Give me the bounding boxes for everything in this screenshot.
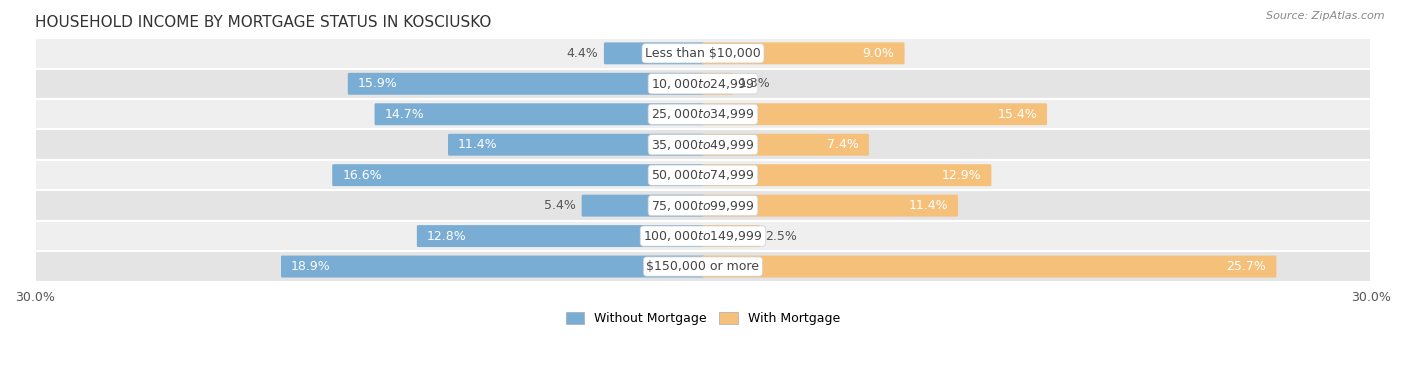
Text: Less than $10,000: Less than $10,000 <box>645 47 761 60</box>
Text: 2.5%: 2.5% <box>765 230 797 242</box>
Text: 14.7%: 14.7% <box>385 108 425 121</box>
FancyBboxPatch shape <box>702 195 957 217</box>
Text: 11.4%: 11.4% <box>908 199 948 212</box>
Text: 16.6%: 16.6% <box>342 169 382 182</box>
FancyBboxPatch shape <box>605 42 704 64</box>
FancyBboxPatch shape <box>347 73 704 95</box>
FancyBboxPatch shape <box>35 69 1371 99</box>
FancyBboxPatch shape <box>416 225 704 247</box>
FancyBboxPatch shape <box>702 103 1047 125</box>
Text: $50,000 to $74,999: $50,000 to $74,999 <box>651 168 755 182</box>
FancyBboxPatch shape <box>582 195 704 217</box>
Text: $150,000 or more: $150,000 or more <box>647 260 759 273</box>
FancyBboxPatch shape <box>702 134 869 156</box>
FancyBboxPatch shape <box>702 256 1277 277</box>
FancyBboxPatch shape <box>702 42 904 64</box>
FancyBboxPatch shape <box>35 160 1371 190</box>
Text: $25,000 to $34,999: $25,000 to $34,999 <box>651 107 755 121</box>
Text: 15.4%: 15.4% <box>997 108 1038 121</box>
FancyBboxPatch shape <box>702 73 733 95</box>
Text: 15.9%: 15.9% <box>359 77 398 90</box>
Text: 7.4%: 7.4% <box>827 138 859 151</box>
FancyBboxPatch shape <box>35 99 1371 129</box>
Text: $35,000 to $49,999: $35,000 to $49,999 <box>651 138 755 152</box>
Text: 12.8%: 12.8% <box>427 230 467 242</box>
FancyBboxPatch shape <box>35 38 1371 69</box>
Text: $10,000 to $24,999: $10,000 to $24,999 <box>651 77 755 91</box>
Text: 1.3%: 1.3% <box>738 77 770 90</box>
FancyBboxPatch shape <box>35 221 1371 251</box>
FancyBboxPatch shape <box>702 164 991 186</box>
Text: $100,000 to $149,999: $100,000 to $149,999 <box>644 229 762 243</box>
Text: 11.4%: 11.4% <box>458 138 498 151</box>
Legend: Without Mortgage, With Mortgage: Without Mortgage, With Mortgage <box>562 309 844 329</box>
FancyBboxPatch shape <box>281 256 704 277</box>
FancyBboxPatch shape <box>332 164 704 186</box>
Text: 5.4%: 5.4% <box>544 199 576 212</box>
FancyBboxPatch shape <box>35 190 1371 221</box>
FancyBboxPatch shape <box>35 129 1371 160</box>
Text: 18.9%: 18.9% <box>291 260 330 273</box>
Text: 4.4%: 4.4% <box>567 47 599 60</box>
Text: Source: ZipAtlas.com: Source: ZipAtlas.com <box>1267 11 1385 21</box>
FancyBboxPatch shape <box>374 103 704 125</box>
Text: 25.7%: 25.7% <box>1226 260 1267 273</box>
Text: $75,000 to $99,999: $75,000 to $99,999 <box>651 199 755 213</box>
FancyBboxPatch shape <box>35 251 1371 282</box>
Text: 12.9%: 12.9% <box>942 169 981 182</box>
Text: HOUSEHOLD INCOME BY MORTGAGE STATUS IN KOSCIUSKO: HOUSEHOLD INCOME BY MORTGAGE STATUS IN K… <box>35 15 491 30</box>
FancyBboxPatch shape <box>702 225 759 247</box>
Text: 9.0%: 9.0% <box>863 47 894 60</box>
FancyBboxPatch shape <box>449 134 704 156</box>
